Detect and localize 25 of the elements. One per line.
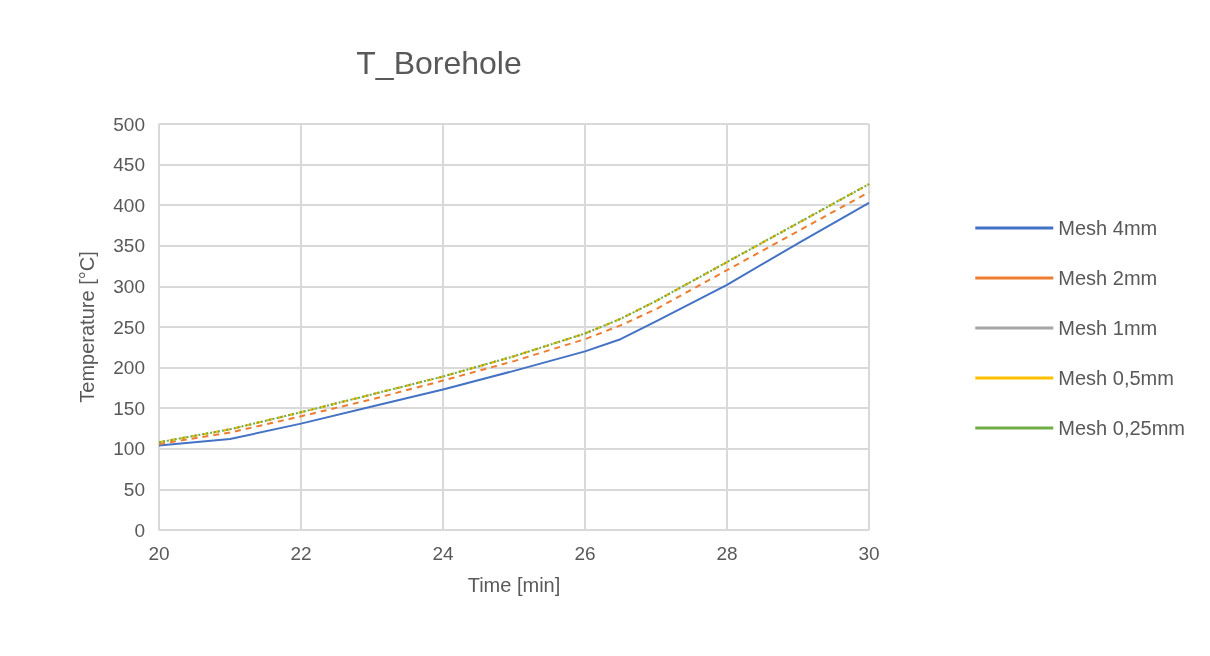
legend-label: Mesh 4mm — [1058, 217, 1158, 239]
legend-label: Mesh 0,5mm — [1058, 367, 1174, 389]
y-tick-label: 50 — [123, 478, 145, 500]
chart-title: T_Borehole — [356, 45, 522, 81]
y-tick-label: 350 — [113, 235, 145, 257]
y-tick-label: 100 — [113, 438, 145, 460]
x-tick-label: 28 — [716, 543, 738, 564]
y-tick-label: 300 — [113, 275, 145, 297]
y-tick-label: 500 — [113, 113, 145, 135]
x-tick-label: 26 — [574, 543, 596, 564]
x-tick-label: 20 — [148, 543, 170, 564]
y-tick-label: 150 — [113, 397, 145, 419]
legend-label: Mesh 1mm — [1058, 317, 1158, 339]
x-tick-label: 30 — [858, 543, 880, 564]
x-tick-label: 24 — [432, 543, 454, 564]
x-axis-title: Time [min] — [467, 574, 561, 596]
legend-label: Mesh 2mm — [1058, 267, 1158, 289]
y-tick-label: 0 — [134, 519, 145, 541]
y-tick-label: 450 — [113, 154, 145, 176]
y-tick-label: 200 — [113, 357, 145, 379]
legend-label: Mesh 0,25mm — [1058, 417, 1186, 439]
y-tick-label: 250 — [113, 316, 145, 338]
y-tick-label: 400 — [113, 194, 145, 216]
y-axis-title: Temperature [°C] — [76, 251, 98, 403]
x-tick-label: 22 — [290, 543, 312, 564]
